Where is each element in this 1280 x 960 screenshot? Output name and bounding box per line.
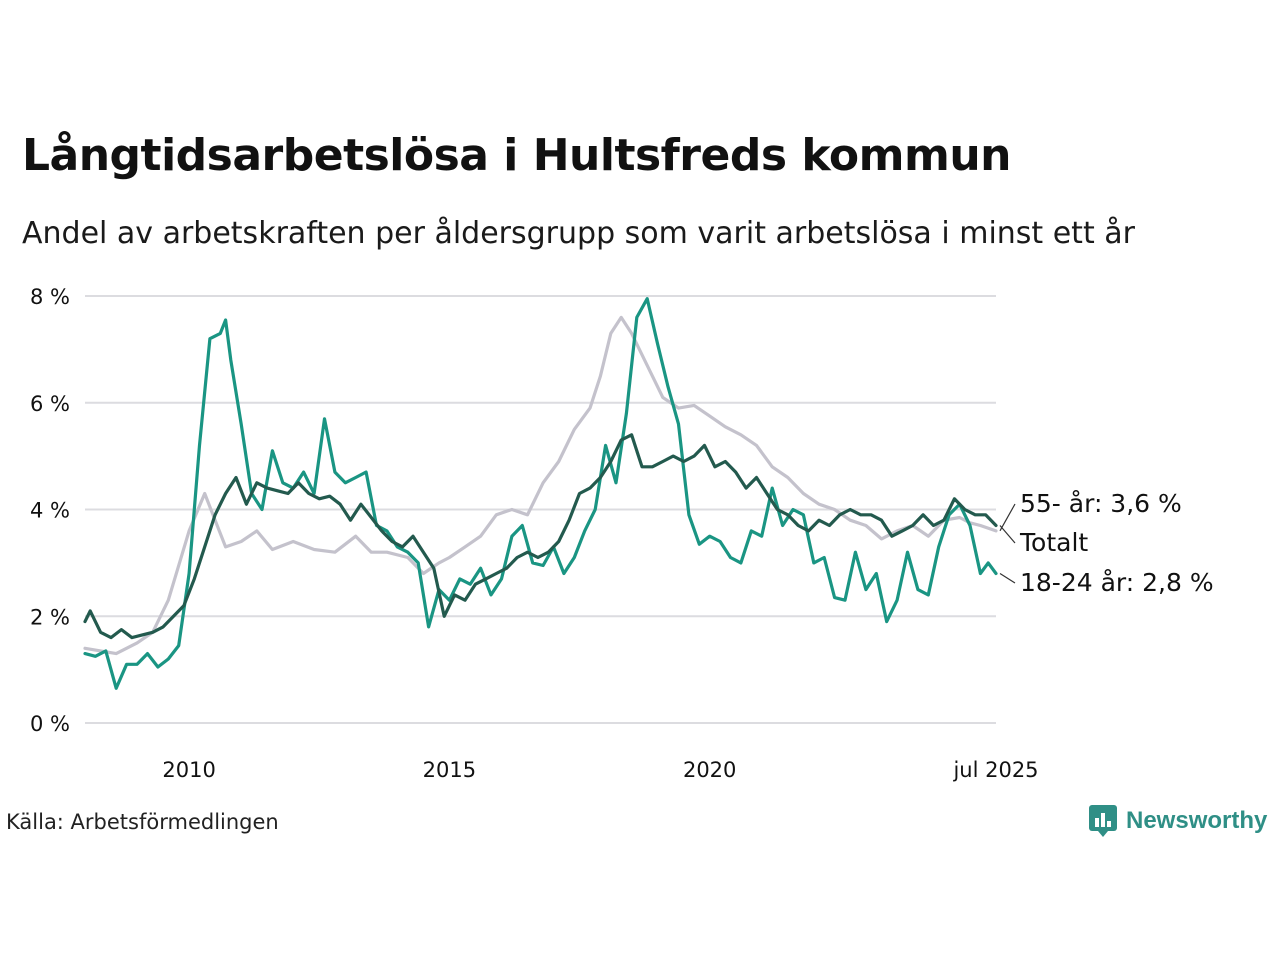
- series-line-age55: [83, 315, 998, 656]
- series-line-youth: [83, 297, 998, 690]
- y-tick-label: 2 %: [30, 605, 70, 629]
- series-line-total: [83, 433, 998, 640]
- y-tick-label: 0 %: [30, 712, 70, 736]
- end-label-youth: 18-24 år: 2,8 %: [1020, 568, 1214, 597]
- y-tick-label: 4 %: [30, 499, 70, 523]
- chart-subtitle: Andel av arbetskraften per åldersgrupp s…: [22, 216, 1135, 251]
- y-tick-label: 6 %: [30, 392, 70, 416]
- x-tick-label: 2010: [162, 758, 215, 782]
- newsworthy-logo-icon: [1089, 805, 1117, 837]
- x-tick-label: 2015: [423, 758, 476, 782]
- leader-line: [999, 503, 1016, 532]
- y-tick-label: 8 %: [30, 285, 70, 309]
- brand-name: Newsworthy: [1126, 807, 1268, 834]
- chart-title: Långtidsarbetslösa i Hultsfreds kommun: [22, 130, 1012, 181]
- leader-line: [999, 525, 1016, 544]
- x-tick-label: jul 2025: [952, 758, 1038, 782]
- x-tick-label: 2020: [683, 758, 736, 782]
- leader-line: [999, 573, 1016, 584]
- end-label-total: Totalt: [1019, 528, 1088, 557]
- end-label-age55: 55- år: 3,6 %: [1020, 489, 1182, 518]
- brand-logo: Newsworthy: [1088, 804, 1267, 838]
- source-note: Källa: Arbetsförmedlingen: [6, 810, 279, 834]
